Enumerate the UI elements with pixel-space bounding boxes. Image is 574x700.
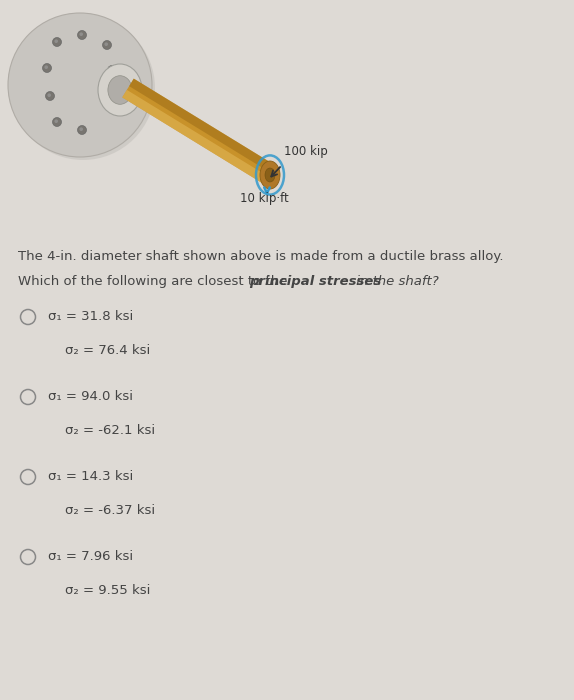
- Text: σ₁ = 14.3 ksi: σ₁ = 14.3 ksi: [48, 470, 133, 483]
- Circle shape: [106, 95, 109, 99]
- Ellipse shape: [108, 76, 132, 104]
- Circle shape: [79, 32, 83, 36]
- Circle shape: [103, 94, 113, 102]
- Circle shape: [77, 125, 87, 134]
- Circle shape: [52, 118, 61, 127]
- Circle shape: [55, 39, 58, 43]
- Circle shape: [104, 43, 108, 46]
- Ellipse shape: [265, 168, 275, 182]
- Text: σ₂ = 76.4 ksi: σ₂ = 76.4 ksi: [65, 344, 150, 357]
- Circle shape: [107, 66, 117, 74]
- Text: principal stresses: principal stresses: [249, 275, 381, 288]
- Ellipse shape: [260, 161, 280, 189]
- Text: 10 kip·ft: 10 kip·ft: [240, 192, 289, 205]
- Text: σ₂ = 9.55 ksi: σ₂ = 9.55 ksi: [65, 584, 150, 597]
- Polygon shape: [122, 78, 276, 184]
- Text: σ₁ = 31.8 ksi: σ₁ = 31.8 ksi: [48, 310, 133, 323]
- Text: σ₁ = 94.0 ksi: σ₁ = 94.0 ksi: [48, 390, 133, 403]
- Circle shape: [44, 65, 48, 69]
- Circle shape: [55, 120, 58, 123]
- Circle shape: [103, 41, 111, 50]
- Ellipse shape: [98, 64, 142, 116]
- Polygon shape: [122, 90, 269, 184]
- Circle shape: [48, 93, 51, 97]
- Circle shape: [52, 38, 61, 46]
- Circle shape: [110, 67, 113, 71]
- Text: Which of the following are closest to the: Which of the following are closest to th…: [18, 275, 292, 288]
- Circle shape: [42, 64, 52, 73]
- Text: The 4-in. diameter shaft shown above is made from a ductile brass alloy.: The 4-in. diameter shaft shown above is …: [18, 250, 503, 263]
- Circle shape: [8, 13, 152, 157]
- Text: σ₁ = 7.96 ksi: σ₁ = 7.96 ksi: [48, 550, 133, 563]
- Text: in the shaft?: in the shaft?: [352, 275, 439, 288]
- Polygon shape: [129, 78, 276, 173]
- Circle shape: [79, 127, 83, 131]
- Text: σ₂ = -62.1 ksi: σ₂ = -62.1 ksi: [65, 424, 155, 437]
- Text: 100 kip: 100 kip: [284, 145, 328, 158]
- Circle shape: [11, 16, 155, 160]
- Circle shape: [45, 92, 55, 101]
- Text: σ₂ = -6.37 ksi: σ₂ = -6.37 ksi: [65, 504, 155, 517]
- Circle shape: [77, 31, 87, 39]
